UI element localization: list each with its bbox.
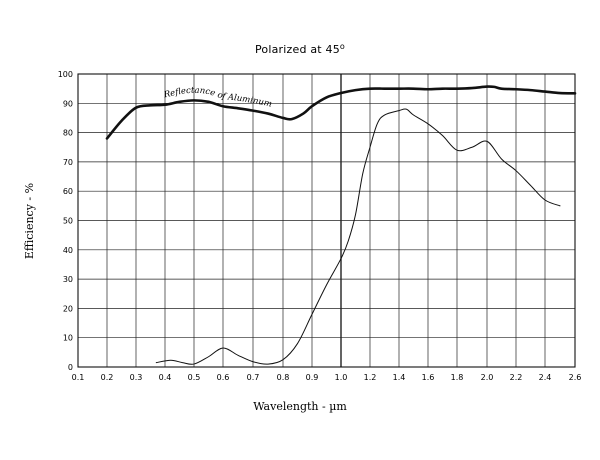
y-tick-label: 10 (63, 334, 73, 343)
y-tick-label: 90 (63, 99, 73, 108)
x-tick-label: 1.8 (451, 373, 464, 382)
series-line-efficiency (155, 108, 561, 365)
x-tick-label: 0.4 (159, 373, 172, 382)
x-tick-label: 0.9 (306, 373, 319, 382)
x-axis-label: Wavelength - µm (253, 400, 347, 413)
series (105, 85, 577, 365)
y-tick-label: 60 (63, 187, 73, 196)
y-tick-label: 0 (68, 363, 73, 372)
x-tick-label: 1.6 (422, 373, 435, 382)
series-line-aluminum-reflectance (105, 85, 577, 140)
y-tick-label: 70 (63, 158, 73, 167)
plot-frame (77, 73, 576, 368)
y-tick-label: 20 (63, 304, 73, 313)
y-tick-label: 40 (63, 246, 73, 255)
grid (77, 73, 576, 368)
y-tick-label: 100 (58, 70, 73, 79)
y-tick-label: 50 (63, 217, 73, 226)
chart-title: Polarized at 45o (255, 42, 345, 56)
annotation-reflectance-of-aluminum: Reflectance of Aluminum (162, 86, 273, 110)
x-tick-label: 0.7 (247, 373, 260, 382)
x-tick-label: 1.2 (364, 373, 377, 382)
x-tick-label: 2.2 (510, 373, 523, 382)
x-tick-label: 0.6 (217, 373, 230, 382)
x-tick-label: 1.0 (335, 373, 348, 382)
title-superscript: o (340, 42, 345, 51)
x-tick-label: 0.3 (130, 373, 143, 382)
y-tick-label: 30 (63, 275, 73, 284)
x-tick-label: 0.5 (188, 373, 201, 382)
x-tick-label: 0.8 (277, 373, 290, 382)
tick-labels: 0.1 0.2 0.3 0.4 0.5 0.6 0.7 0.8 0.9 1.0 1.2 1.4 1.6 1… (58, 70, 582, 382)
y-tick-label: 80 (63, 129, 73, 138)
x-tick-label: 2.4 (539, 373, 552, 382)
x-tick-label: 2.0 (481, 373, 494, 382)
x-tick-label: 0.1 (72, 373, 85, 382)
y-axis-label: Efficiency - % (23, 183, 36, 259)
x-tick-label: 1.4 (393, 373, 406, 382)
x-tick-label: 2.6 (569, 373, 582, 382)
x-tick-label: 0.2 (101, 373, 114, 382)
